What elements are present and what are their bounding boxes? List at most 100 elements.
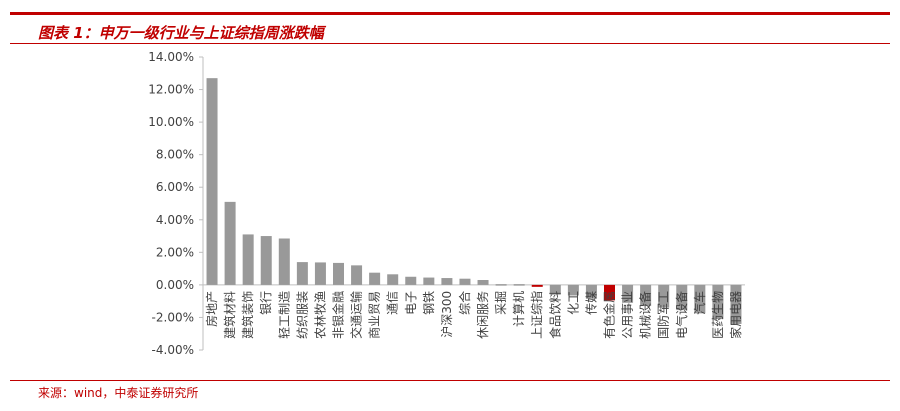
- x-tick-label-group: 医药生物: [711, 291, 725, 339]
- x-tick-label: 计算机: [511, 291, 526, 327]
- x-tick-label-group: 传媒: [583, 291, 598, 315]
- x-tick-label: 房地产: [204, 291, 219, 327]
- y-tick-label: 4.00%: [156, 213, 194, 227]
- x-tick-label: 电气设备: [674, 291, 689, 339]
- bar-农林牧渔: [314, 262, 326, 285]
- x-tick-label: 医药生物: [711, 291, 725, 339]
- bar-计算机: [513, 284, 525, 286]
- bar-通信: [387, 274, 399, 285]
- x-tick-label-group: 公用事业: [621, 291, 635, 339]
- bar-轻工制造: [278, 238, 290, 285]
- x-tick-label: 钢铁: [422, 291, 436, 315]
- x-tick-label: 沪深300: [440, 291, 454, 338]
- x-tick-label: 公用事业: [621, 291, 635, 339]
- bar-建筑材料: [224, 201, 236, 285]
- x-tick-label: 轻工制造: [277, 291, 291, 339]
- bar-汽车: [694, 284, 706, 314]
- x-tick-label-group: 机械设备: [638, 291, 653, 339]
- chart-title: 图表 1：申万一级行业与上证综指周涨跌幅: [38, 24, 324, 42]
- bar-采掘: [495, 284, 507, 286]
- x-tick-label-group: 轻工制造: [277, 291, 291, 339]
- bar-有色金属: [604, 284, 615, 301]
- bar-建筑装饰: [242, 234, 254, 285]
- x-tick-label-group: 纺织服装: [295, 291, 309, 339]
- x-tick-label: 汽车: [692, 291, 707, 315]
- y-tick-label: 6.00%: [156, 180, 194, 194]
- x-tick-label-group: 非银金融: [331, 291, 346, 339]
- x-tick-label: 化工: [566, 291, 580, 315]
- bar-银行: [260, 236, 272, 285]
- x-tick-label-group: 电气设备: [674, 291, 689, 339]
- bar-房地产: [206, 78, 218, 285]
- bar-传媒: [585, 284, 597, 299]
- bar-机械设备: [640, 284, 652, 307]
- x-tick-label: 商业贸易: [367, 291, 382, 339]
- x-tick-label-group: 上证综指: [529, 291, 544, 339]
- x-tick-label: 食品饮料: [547, 291, 562, 339]
- x-tick-label-group: 农林牧渔: [313, 291, 327, 339]
- y-tick-label: 2.00%: [156, 245, 194, 259]
- x-tick-label-group: 沪深300: [440, 291, 454, 338]
- x-tick-label-group: 商业贸易: [367, 291, 382, 339]
- bar-家用电器: [730, 284, 742, 324]
- top-rule: [10, 12, 890, 15]
- x-tick-label: 建筑装饰: [240, 291, 255, 339]
- x-tick-label-group: 采掘: [493, 291, 508, 315]
- x-tick-label-group: 通信: [386, 291, 400, 315]
- x-tick-label-group: 汽车: [692, 291, 707, 315]
- bar-医药生物: [712, 284, 724, 320]
- y-tick-label: 0.00%: [156, 278, 194, 292]
- x-tick-label: 家用电器: [728, 291, 743, 339]
- bar-上证综指: [531, 284, 543, 287]
- y-tick-label: 12.00%: [148, 83, 194, 97]
- x-tick-label-group: 钢铁: [422, 291, 436, 315]
- bar-电子: [405, 276, 417, 285]
- x-tick-label-group: 化工: [566, 291, 580, 315]
- y-tick-label: -2.00%: [152, 310, 194, 324]
- x-tick-label: 综合: [457, 291, 472, 315]
- x-tick-label-group: 建筑材料: [222, 291, 237, 339]
- x-tick-label: 有色金属: [602, 291, 617, 339]
- x-tick-label: 传媒: [583, 291, 598, 315]
- x-tick-label: 银行: [259, 291, 273, 315]
- x-tick-label-group: 食品饮料: [547, 291, 562, 339]
- x-tick-label-group: 房地产: [204, 291, 219, 327]
- bar-化工: [567, 284, 579, 296]
- bar-商业贸易: [369, 272, 381, 285]
- y-tick-label: -4.00%: [152, 343, 194, 357]
- x-tick-label: 休闲服务: [475, 291, 490, 339]
- bottom-rule: [10, 380, 890, 381]
- x-tick-label: 交通运输: [349, 291, 364, 339]
- x-tick-label-group: 休闲服务: [475, 291, 490, 339]
- bar-交通运输: [351, 265, 363, 285]
- x-tick-label: 上证综指: [529, 291, 544, 339]
- x-tick-label-group: 交通运输: [349, 291, 364, 339]
- y-tick-label: 10.00%: [148, 115, 194, 129]
- x-tick-label: 农林牧渔: [313, 291, 327, 339]
- x-tick-label: 非银金融: [331, 291, 346, 339]
- x-tick-label: 纺织服装: [295, 291, 309, 339]
- x-tick-label-group: 有色金属: [602, 291, 617, 339]
- x-tick-label: 电子: [404, 291, 418, 315]
- x-tick-label-group: 建筑装饰: [240, 291, 255, 339]
- bar-沪深300: [441, 278, 453, 285]
- x-tick-label: 机械设备: [638, 291, 653, 339]
- bar-休闲服务: [477, 280, 489, 285]
- bar-食品饮料: [549, 284, 561, 295]
- bar-国防军工: [658, 284, 670, 308]
- bar-综合: [459, 278, 471, 285]
- bar-电气设备: [676, 284, 688, 311]
- x-tick-label-group: 家用电器: [728, 291, 743, 339]
- x-tick-label-group: 国防军工: [656, 291, 671, 339]
- bar-公用事业: [622, 284, 634, 303]
- bar-钢铁: [423, 277, 435, 285]
- x-tick-label: 国防军工: [656, 291, 671, 339]
- x-tick-label: 通信: [386, 291, 400, 315]
- x-tick-label-group: 综合: [457, 291, 472, 315]
- x-tick-label-group: 银行: [259, 291, 273, 315]
- bar-纺织服装: [296, 262, 308, 285]
- x-tick-label: 采掘: [493, 291, 508, 315]
- x-tick-label-group: 计算机: [511, 291, 526, 327]
- y-tick-label: 14.00%: [148, 50, 194, 64]
